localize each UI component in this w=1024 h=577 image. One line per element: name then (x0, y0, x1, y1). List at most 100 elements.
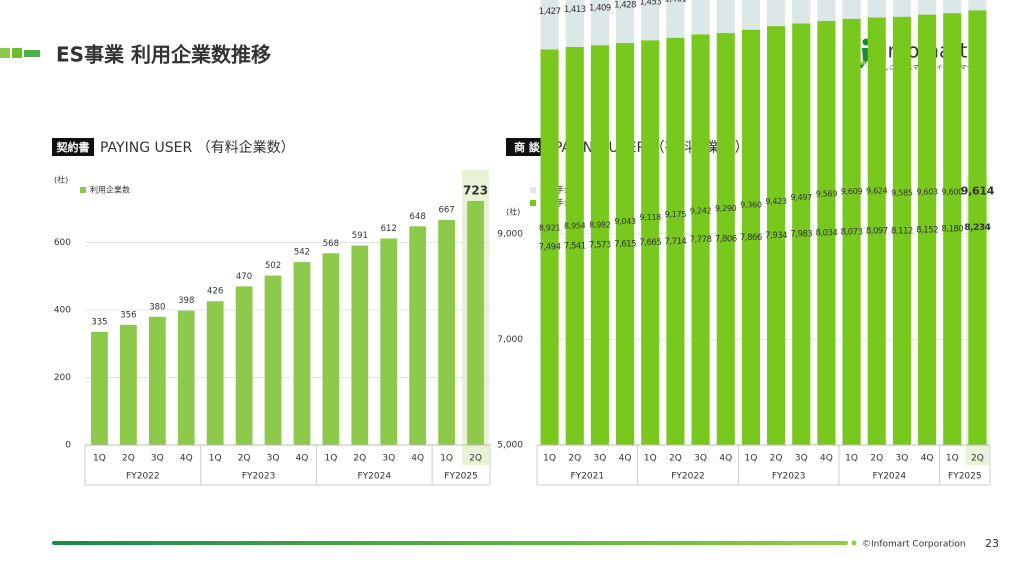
bar (91, 331, 108, 445)
chart-tag: 商 談 (514, 140, 541, 154)
x-tick-label: 1Q (543, 454, 556, 464)
bar (767, 0, 786, 27)
bar (590, 45, 609, 445)
group-label: FY2021 (571, 472, 605, 482)
bar (716, 0, 735, 33)
page-number: 23 (985, 537, 999, 550)
value-label: 502 (265, 261, 281, 271)
value-label: 8,180 (941, 225, 963, 235)
bar (943, 13, 962, 445)
total-label: 9,600 (942, 188, 964, 197)
total-label: 9,497 (791, 193, 813, 202)
value-label: 1,427 (539, 7, 561, 17)
x-tick-label: 4Q (719, 454, 732, 464)
value-label: 380 (149, 302, 165, 312)
value-label: 8,097 (866, 227, 888, 237)
x-tick-label: 2Q (870, 454, 883, 464)
y-tick-label: 9,000 (497, 229, 523, 239)
total-label: 9,290 (715, 204, 737, 213)
bar (817, 20, 836, 445)
x-tick-label: 1Q (209, 454, 222, 464)
legend-swatch (530, 200, 536, 206)
group-label: FY2023 (772, 472, 806, 482)
x-tick-label: 4Q (921, 454, 934, 464)
group-label: FY2022 (671, 472, 705, 482)
group-label: FY2022 (126, 472, 160, 482)
bar (616, 0, 635, 43)
footer-dot (851, 540, 857, 546)
value-label: 7,665 (639, 238, 661, 248)
legend-swatch (80, 187, 86, 193)
bar (616, 42, 635, 445)
total-label: 9,614 (961, 184, 995, 197)
deco (0, 48, 10, 58)
bar (842, 18, 861, 445)
value-label: 7,806 (715, 234, 737, 244)
bar (842, 0, 861, 19)
group-label: FY2024 (357, 472, 391, 482)
bar (438, 219, 455, 445)
value-label: 8,112 (891, 226, 913, 236)
copyright: ©Infomart Corporation (862, 540, 966, 550)
value-label: 591 (352, 231, 368, 241)
bar (467, 200, 484, 445)
value-label: 568 (323, 239, 339, 249)
value-label: 648 (410, 212, 426, 222)
total-label: 9,569 (816, 189, 838, 198)
bar (817, 0, 836, 21)
value-label: 335 (91, 317, 107, 327)
bar (892, 16, 911, 445)
bar (177, 310, 195, 445)
y-tick-label: 7,000 (497, 335, 523, 345)
bar (641, 40, 660, 446)
x-tick-label: 2Q (122, 454, 135, 464)
x-tick-label: 1Q (845, 454, 858, 464)
value-label: 8,073 (841, 227, 863, 237)
group-label: FY2023 (242, 472, 276, 482)
value-label: 7,714 (664, 237, 686, 247)
x-tick-label: 1Q (93, 454, 106, 464)
bar (691, 34, 710, 446)
x-tick-label: 3Q (795, 454, 808, 464)
bar (235, 286, 253, 445)
x-tick-label: 4Q (296, 454, 309, 464)
value-label: 8,234 (964, 223, 990, 233)
y-tick-label: 400 (54, 306, 71, 316)
bar (867, 17, 886, 446)
bar (691, 0, 710, 35)
y-tick-label: 200 (54, 373, 71, 383)
x-tick-label: 4Q (411, 454, 424, 464)
bar (120, 324, 137, 445)
x-tick-label: 3Q (151, 454, 164, 464)
total-label: 9,603 (916, 187, 938, 196)
x-tick-label: 3Q (382, 454, 395, 464)
x-tick-label: 2Q (568, 454, 581, 464)
value-label: 7,615 (614, 239, 636, 249)
value-label: 723 (463, 183, 488, 197)
x-tick-label: 2Q (770, 454, 783, 464)
value-label: 1,409 (589, 3, 611, 13)
x-tick-label: 2Q (353, 454, 366, 464)
bar (666, 0, 685, 38)
x-tick-label: 4Q (180, 454, 193, 464)
bar (540, 49, 559, 445)
group-label: FY2025 (948, 472, 982, 482)
total-label: 9,118 (640, 213, 662, 222)
value-label: 356 (120, 310, 136, 320)
x-tick-label: 3Q (267, 454, 280, 464)
bar (641, 0, 660, 41)
bar (322, 253, 340, 445)
bar (540, 0, 559, 50)
bar (565, 46, 584, 445)
value-label: 7,983 (790, 230, 812, 240)
bar (741, 0, 760, 30)
bar (867, 0, 886, 18)
value-label: 426 (207, 287, 223, 297)
x-tick-label: 1Q (946, 454, 959, 464)
value-label: 1,453 (639, 0, 661, 7)
value-label: 1,464 (690, 0, 712, 1)
bar (565, 0, 584, 47)
value-label: 542 (294, 248, 310, 258)
x-tick-label: 2Q (669, 454, 682, 464)
